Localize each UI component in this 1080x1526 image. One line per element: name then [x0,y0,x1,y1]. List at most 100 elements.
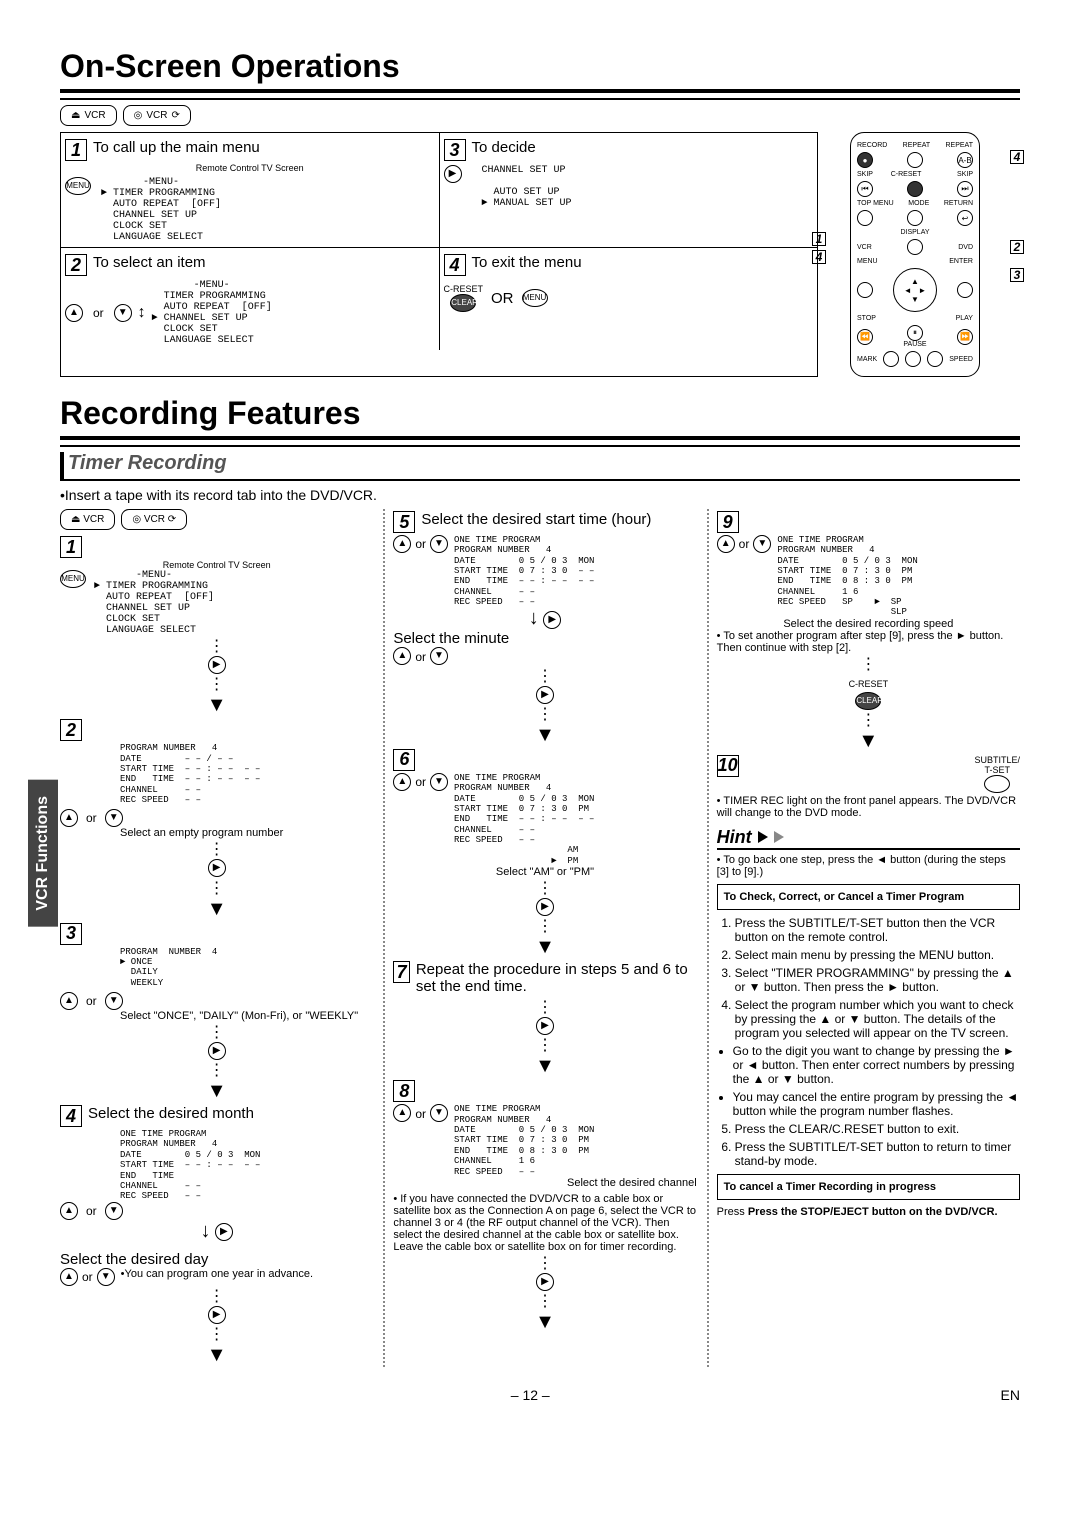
c3-step10-note: • TIMER REC light on the front panel app… [717,795,1020,819]
menu-button-2[interactable]: MENU [522,289,548,307]
creset-lbl: C-RESET [849,679,889,689]
clear-button-c3[interactable]: CLEAR [855,692,881,710]
step-3-num: 3 [444,139,466,161]
up-c2-8[interactable]: ▲ [393,1104,411,1122]
topmenu-button[interactable] [857,210,873,226]
c2-step5: 5 [393,511,415,533]
check-bullets: Go to the digit you want to change by pr… [717,1044,1020,1118]
clear-button[interactable]: CLEAR [450,294,476,312]
subtitle-button[interactable] [984,775,1010,793]
dpad[interactable]: ▲◄ ►▼ [893,268,937,312]
btn-b[interactable] [905,351,921,367]
c2-step8-cap: Select the desired channel [393,1177,696,1189]
callout-4b: 4 [1010,150,1024,164]
vcr-label: VCR [84,110,105,121]
check-5: Press the CLEAR/C.RESET button to exit. [735,1122,1020,1136]
vcr-tape-icon: ◎ VCR ⟳ [123,105,191,126]
ff-button[interactable]: ⏩ [957,329,973,345]
up-c1-4[interactable]: ▲ [60,1202,78,1220]
right-btn-c2a[interactable]: ▶ [543,611,561,629]
return-button[interactable]: ↩ [957,210,973,226]
right-btn-c2b[interactable]: ▶ [536,686,554,704]
right-btn-c2c[interactable]: ▶ [536,898,554,916]
c1-step4-title: Select the desired month [88,1105,254,1122]
c1-step2: 2 [60,719,82,741]
c3-step9-note: • To set another program after step [9],… [717,630,1020,654]
down-c1-4[interactable]: ▼ [105,1202,123,1220]
repeat-button[interactable] [907,152,923,168]
c2-step6-box: ONE TIME PROGRAM PROGRAM NUMBER 4 DATE 0… [454,773,594,866]
right-btn-c1d[interactable]: ▶ [215,1223,233,1241]
right-btn-c1b[interactable]: ▶ [208,859,226,877]
down-c2-5[interactable]: ▼ [430,535,448,553]
up-c2-5b[interactable]: ▲ [393,647,411,665]
cancel-title: To cancel a Timer Recording in progress [717,1174,1020,1200]
up-button[interactable]: ▲ [65,304,83,322]
rew-button[interactable]: ⏪ [857,329,873,345]
c1-step4: 4 [60,1105,82,1127]
subtitle-tset-label: SUBTITLE/ T-SET [974,755,1020,793]
down-c2-6[interactable]: ▼ [430,773,448,791]
vcr-label2: VCR [146,110,167,121]
c1-step1: 1 [60,536,82,558]
repeat-ab-button[interactable]: A-B [957,152,973,168]
check-4: Select the program number which you want… [735,998,1020,1040]
down-c1-2[interactable]: ▼ [105,809,123,827]
rule [60,89,1020,99]
right-btn-c2e[interactable]: ▶ [536,1273,554,1291]
check-title: To Check, Correct, or Cancel a Timer Pro… [717,884,1020,910]
enter-button[interactable] [957,282,973,298]
or-label: or [93,306,104,320]
down-c2-5b[interactable]: ▼ [430,647,448,665]
menu-remote-button[interactable] [857,282,873,298]
sidebar-tab: VCR Functions [28,780,58,927]
down-button[interactable]: ▼ [114,304,132,322]
right-btn-c2d[interactable]: ▶ [536,1017,554,1035]
c2-step8: 8 [393,1080,415,1102]
c1-step1-sub: Remote Control TV Screen [60,560,373,570]
mode-button[interactable] [907,210,923,226]
step-2-text: To select an item [93,254,206,271]
updown-arrow-icon: ↕ [138,304,146,322]
down-c1-3[interactable]: ▼ [105,992,123,1010]
up-c1-4b[interactable]: ▲ [60,1268,78,1286]
right-btn-c1e[interactable]: ▶ [208,1306,226,1324]
c3-step10: 10 [717,755,739,777]
c1-step2-cap: Select an empty program number [120,827,373,839]
vcr-icon-c1a: ⏏ VCR [60,509,115,530]
c1-step4-box: ONE TIME PROGRAM PROGRAM NUMBER 4 DATE 0… [120,1129,373,1201]
check-2: Select main menu by pressing the MENU bu… [735,948,1020,962]
menu-button[interactable]: MENU [65,177,91,195]
skip-back-button[interactable]: ⏮ [857,181,873,197]
skip-fwd-button[interactable]: ⏭ [957,181,973,197]
record-button[interactable]: ● [857,152,873,168]
remote-tv-label: Remote Control TV Screen [65,163,435,173]
right-btn-c1c[interactable]: ▶ [208,1042,226,1060]
c3-step9: 9 [717,511,739,533]
menu-button-c1[interactable]: MENU [60,570,86,588]
display-button[interactable] [907,239,923,255]
btn-a[interactable] [883,351,899,367]
step-4-num: 4 [444,254,466,276]
right-button[interactable]: ▶ [444,165,462,183]
check-3: Select "TIMER PROGRAMMING" by pressing t… [735,966,1020,994]
hint-note: • To go back one step, press the ◄ butto… [717,854,1020,878]
rule2 [60,436,1020,446]
up-c3-9[interactable]: ▲ [717,535,735,553]
c2-step7-title: Repeat the procedure in steps 5 and 6 to… [416,961,697,995]
down-c3-9[interactable]: ▼ [753,535,771,553]
up-c2-5[interactable]: ▲ [393,535,411,553]
clear-creset-button[interactable] [907,181,923,197]
callout-2: 2 [1010,240,1024,254]
btn-c[interactable] [927,351,943,367]
up-c1-2[interactable]: ▲ [60,809,78,827]
up-c1-3[interactable]: ▲ [60,992,78,1010]
down-c2-8[interactable]: ▼ [430,1104,448,1122]
up-c2-6[interactable]: ▲ [393,773,411,791]
step-2-num: 2 [65,254,87,276]
pause-button[interactable]: ⏸ [907,325,923,341]
check-list2: Press the CLEAR/C.RESET button to exit. … [717,1122,1020,1168]
right-btn-c1[interactable]: ▶ [208,656,226,674]
check-b1: Go to the digit you want to change by pr… [733,1044,1020,1086]
down-c1-4b[interactable]: ▼ [97,1268,115,1286]
